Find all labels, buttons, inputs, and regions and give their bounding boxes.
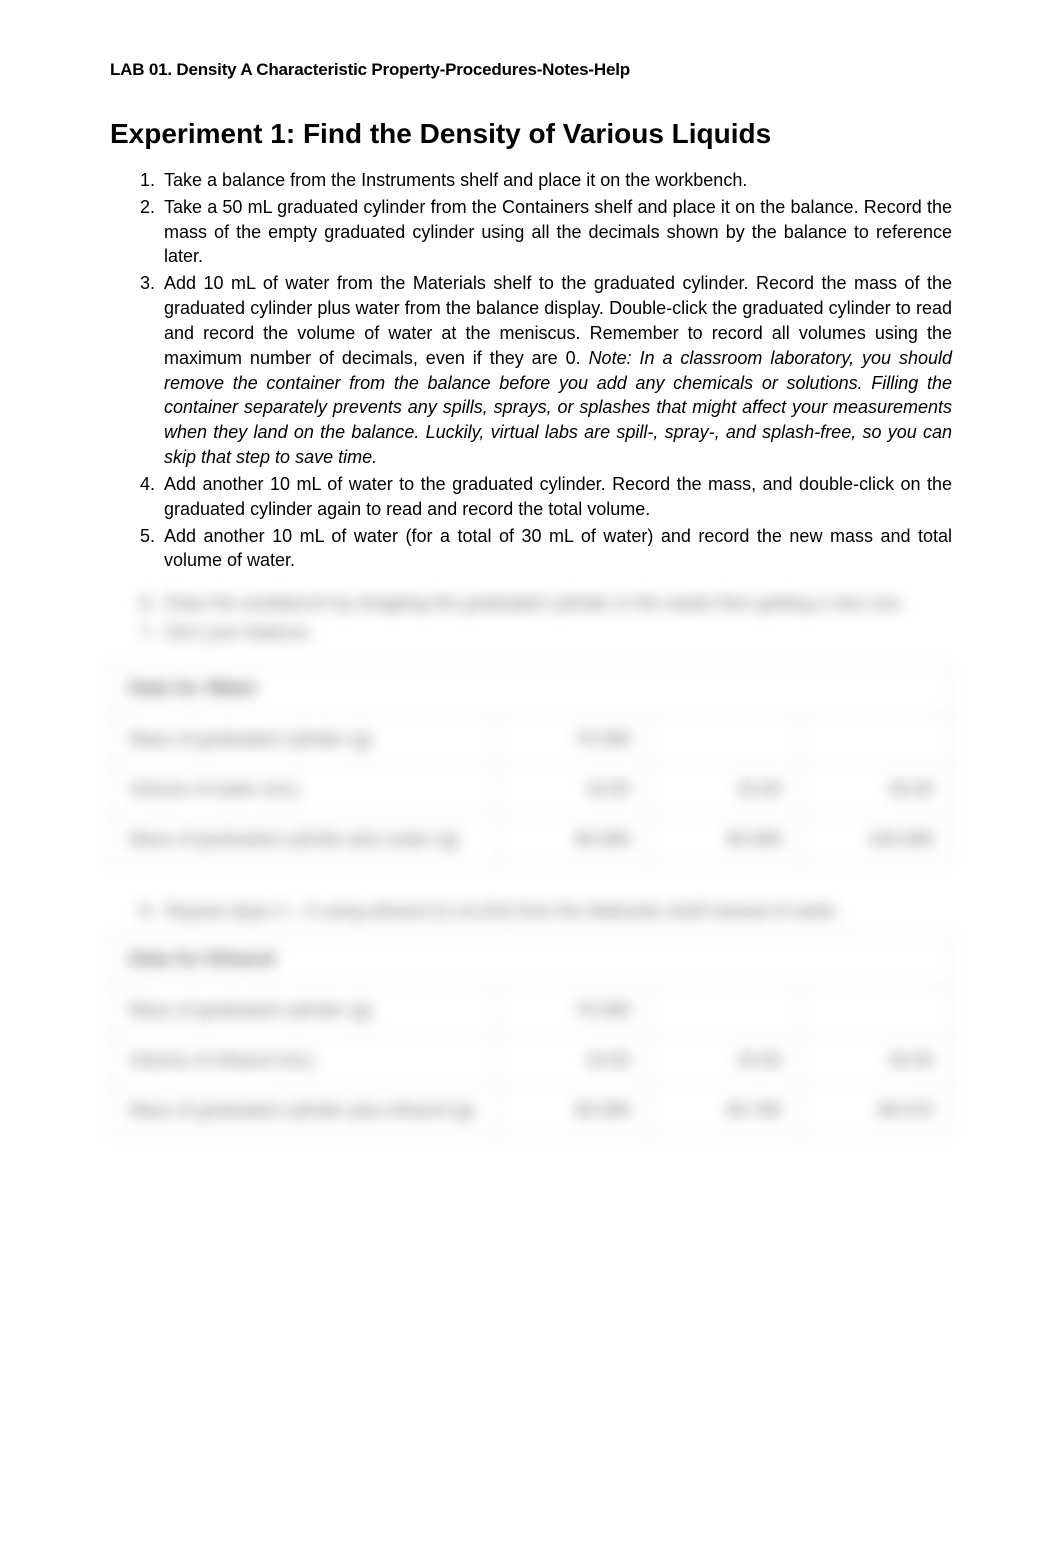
step-3: Add 10 mL of water from the Materials sh…	[160, 271, 952, 470]
procedure-list: Take a balance from the Instruments shel…	[110, 168, 952, 573]
table-row: Mass of graduated cylinder (g) 70.069	[111, 714, 952, 764]
step-2: Take a 50 mL graduated cylinder from the…	[160, 195, 952, 269]
experiment-title: Experiment 1: Find the Density of Variou…	[110, 118, 952, 150]
cell-value	[649, 985, 800, 1035]
cell-value: 20.00	[649, 764, 800, 814]
blurred-steps: Clear the workbench by dropping the grad…	[110, 591, 952, 645]
cell-label: Mass of graduated cylinder (g)	[111, 985, 498, 1035]
cell-label: Mass of graduated cylinder (g)	[111, 714, 498, 764]
step-1: Take a balance from the Instruments shel…	[160, 168, 952, 193]
cell-value: 88.070	[800, 1085, 951, 1135]
cell-value	[800, 985, 951, 1035]
table-row: Volume of water (mL) 10.00 20.00 30.00	[111, 764, 952, 814]
cell-value: 80.069	[497, 814, 648, 864]
cell-value: 10.00	[497, 764, 648, 814]
document-header: LAB 01. Density A Characteristic Propert…	[110, 60, 952, 80]
step-4: Add another 10 mL of water to the gradua…	[160, 472, 952, 522]
ethanol-table-caption: Data for Ethanol	[111, 934, 952, 985]
cell-value	[649, 714, 800, 764]
cell-value: 10.00	[497, 1035, 648, 1085]
cell-value	[800, 714, 951, 764]
page: LAB 01. Density A Characteristic Propert…	[0, 0, 1062, 1556]
step-7-blurred: Zero your balance.	[160, 620, 952, 645]
table-row: Volume of ethanol (mL) 10.00 20.00 30.00	[111, 1035, 952, 1085]
blurred-region: Clear the workbench by dropping the grad…	[110, 591, 952, 1136]
table-row: Data for Ethanol	[111, 934, 952, 985]
cell-value: 90.069	[649, 814, 800, 864]
step-6-blurred: Clear the workbench by dropping the grad…	[160, 591, 952, 616]
cell-label: Mass of graduated cylinder plus ethanol …	[111, 1085, 498, 1135]
cell-label: Volume of ethanol (mL)	[111, 1035, 498, 1085]
cell-value: 100.069	[800, 814, 951, 864]
cell-value: 80.780	[649, 1085, 800, 1135]
table-row: Mass of graduated cylinder plus ethanol …	[111, 1085, 952, 1135]
repeat-instruction: 8. Repeat steps 2 – 5 using ethanol (C₂H…	[110, 901, 952, 922]
table-row: Mass of graduated cylinder plus water (g…	[111, 814, 952, 864]
cell-value: 70.069	[497, 985, 648, 1035]
cell-value: 70.069	[497, 714, 648, 764]
water-table: Data for Water Mass of graduated cylinde…	[110, 663, 952, 865]
cell-value: 20.00	[649, 1035, 800, 1085]
step-5: Add another 10 mL of water (for a total …	[160, 524, 952, 574]
repeat-text: Repeat steps 2 – 5 using ethanol (C₂H₅OH…	[165, 901, 841, 921]
cell-value: 30.00	[800, 1035, 951, 1085]
table-row: Mass of graduated cylinder (g) 70.069	[111, 985, 952, 1035]
cell-value: 80.069	[497, 1085, 648, 1135]
ethanol-table: Data for Ethanol Mass of graduated cylin…	[110, 934, 952, 1136]
water-table-caption: Data for Water	[111, 663, 952, 714]
cell-label: Mass of graduated cylinder plus water (g…	[111, 814, 498, 864]
cell-value: 30.00	[800, 764, 951, 814]
cell-label: Volume of water (mL)	[111, 764, 498, 814]
table-row: Data for Water	[111, 663, 952, 714]
